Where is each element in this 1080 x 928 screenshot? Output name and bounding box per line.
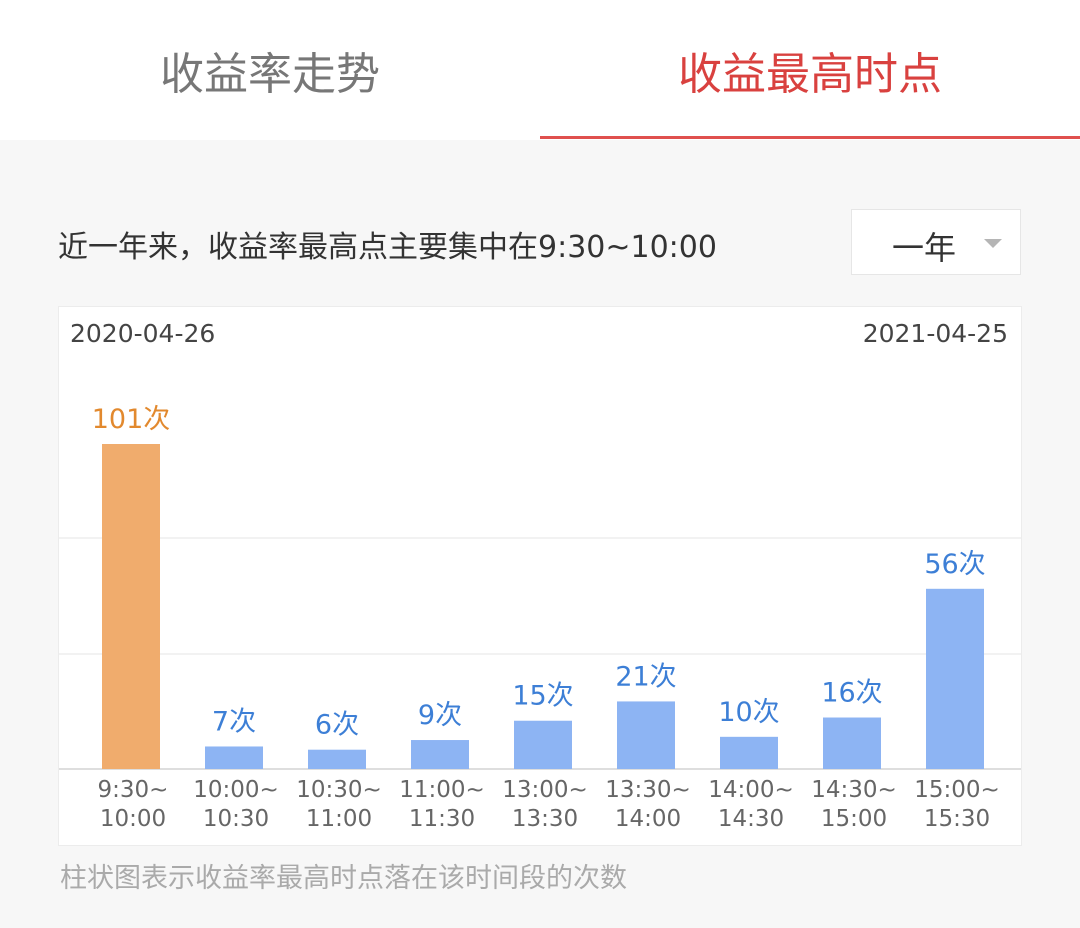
- x-tick-label-0-0: 9:30~: [98, 777, 169, 803]
- chart-footnote: 柱状图表示收益率最高时点落在该时间段的次数: [60, 863, 627, 894]
- caret-down-icon: [984, 239, 1002, 248]
- bar-5[interactable]: [617, 701, 675, 769]
- date-range-end: 2021-04-25: [863, 319, 1008, 348]
- x-tick-label-4-0: 13:00~: [502, 777, 588, 803]
- x-tick-label-8-1: 15:30: [924, 806, 990, 832]
- tab-peak-time[interactable]: 收益最高时点: [678, 49, 942, 100]
- x-tick-label-7-1: 15:00: [821, 806, 887, 832]
- bar-chart: 2020-04-26 2021-04-25 101次 7次 6次 9次 15次 21次 10…: [58, 306, 1022, 846]
- x-tick-label-1-1: 10:30: [203, 806, 269, 832]
- x-tick-label-3-1: 11:30: [409, 806, 475, 832]
- bar-value-label-1: 7次: [212, 706, 256, 737]
- active-tab-indicator: [540, 136, 1080, 139]
- bar-chart-svg: 2020-04-26 2021-04-25 101次 7次 6次 9次 15次 21次 10…: [58, 306, 1022, 846]
- bar-4[interactable]: [514, 720, 572, 769]
- bar-value-label-7: 16次: [821, 678, 882, 709]
- date-range-start: 2020-04-26: [70, 319, 215, 348]
- range-dropdown-value: 一年: [892, 229, 957, 267]
- x-tick-label-0-1: 10:00: [100, 806, 166, 832]
- bar-3[interactable]: [411, 740, 469, 769]
- bar-0[interactable]: [102, 444, 160, 769]
- bar-value-label-4: 15次: [512, 681, 573, 712]
- bar-value-label-0: 101次: [92, 404, 171, 435]
- x-tick-label-7-0: 14:30~: [811, 777, 897, 803]
- x-tick-label-1-0: 10:00~: [193, 777, 279, 803]
- bar-value-label-2: 6次: [315, 710, 359, 741]
- x-tick-label-6-0: 14:00~: [708, 777, 794, 803]
- x-tick-label-6-1: 14:30: [718, 806, 784, 832]
- x-tick-label-2-0: 10:30~: [296, 777, 382, 803]
- tab-return-trend[interactable]: 收益率走势: [160, 49, 380, 100]
- x-tick-label-5-0: 13:30~: [605, 777, 691, 803]
- bar-value-label-3: 9次: [418, 700, 462, 731]
- bar-value-label-8: 56次: [924, 549, 985, 580]
- tab-bar: 收益率走势 收益最高时点: [0, 0, 1080, 140]
- bar-8[interactable]: [926, 588, 984, 769]
- summary-text: 近一年来，收益率最高点主要集中在9:30~10:00: [58, 230, 717, 265]
- x-tick-label-4-1: 13:30: [512, 806, 578, 832]
- x-tick-label-8-0: 15:00~: [914, 777, 1000, 803]
- bar-value-label-6: 10次: [718, 697, 779, 728]
- bar-7[interactable]: [823, 717, 881, 769]
- bar-6[interactable]: [720, 736, 778, 769]
- x-tick-label-2-1: 11:00: [306, 806, 372, 832]
- x-tick-label-5-1: 14:00: [615, 806, 681, 832]
- range-dropdown[interactable]: 一年: [851, 209, 1021, 275]
- bar-1[interactable]: [205, 746, 263, 769]
- bar-value-label-5: 21次: [615, 661, 676, 692]
- bar-2[interactable]: [308, 749, 366, 769]
- x-tick-label-3-0: 11:00~: [399, 777, 485, 803]
